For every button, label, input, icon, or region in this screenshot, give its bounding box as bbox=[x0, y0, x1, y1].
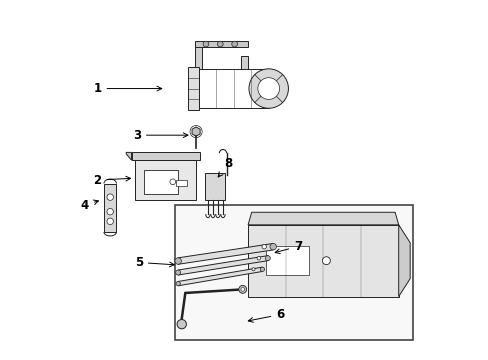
Bar bbox=[131, 152, 199, 160]
Polygon shape bbox=[178, 267, 262, 286]
Bar bbox=[195, 41, 247, 47]
Circle shape bbox=[176, 282, 180, 286]
Polygon shape bbox=[126, 152, 131, 160]
Bar bbox=[204, 173, 224, 200]
Circle shape bbox=[177, 319, 186, 329]
Circle shape bbox=[241, 288, 244, 291]
Text: 4: 4 bbox=[81, 199, 98, 212]
Polygon shape bbox=[178, 243, 273, 264]
Circle shape bbox=[248, 69, 288, 108]
Text: 7: 7 bbox=[275, 240, 302, 253]
Text: 5: 5 bbox=[134, 256, 174, 269]
Circle shape bbox=[265, 256, 270, 261]
Polygon shape bbox=[178, 256, 267, 275]
Text: 6: 6 bbox=[248, 308, 284, 322]
Circle shape bbox=[169, 179, 175, 185]
Circle shape bbox=[175, 270, 180, 275]
Text: 2: 2 bbox=[93, 174, 130, 186]
Circle shape bbox=[231, 41, 237, 47]
Circle shape bbox=[107, 208, 113, 215]
Polygon shape bbox=[192, 127, 200, 136]
Circle shape bbox=[269, 243, 276, 250]
Circle shape bbox=[262, 244, 266, 249]
Bar bbox=[241, 56, 247, 72]
Bar bbox=[104, 184, 116, 232]
Text: 3: 3 bbox=[133, 129, 187, 142]
Circle shape bbox=[257, 256, 260, 260]
Circle shape bbox=[257, 78, 279, 99]
Bar bbox=[174, 205, 412, 339]
Bar bbox=[144, 170, 178, 194]
Circle shape bbox=[251, 268, 254, 271]
Circle shape bbox=[322, 257, 330, 265]
Bar bbox=[195, 42, 201, 72]
Bar bbox=[247, 225, 398, 297]
Bar bbox=[187, 67, 198, 110]
Circle shape bbox=[260, 267, 264, 271]
Polygon shape bbox=[398, 225, 409, 297]
Text: 8: 8 bbox=[218, 157, 232, 177]
Circle shape bbox=[107, 194, 113, 201]
Circle shape bbox=[217, 41, 223, 47]
Circle shape bbox=[203, 41, 208, 47]
Polygon shape bbox=[247, 212, 398, 225]
Bar bbox=[265, 246, 308, 275]
Circle shape bbox=[107, 218, 113, 225]
Bar bbox=[176, 180, 187, 186]
Bar bbox=[198, 69, 268, 108]
Circle shape bbox=[238, 285, 246, 293]
Text: 1: 1 bbox=[93, 82, 162, 95]
Circle shape bbox=[175, 258, 181, 264]
Bar bbox=[135, 160, 196, 200]
